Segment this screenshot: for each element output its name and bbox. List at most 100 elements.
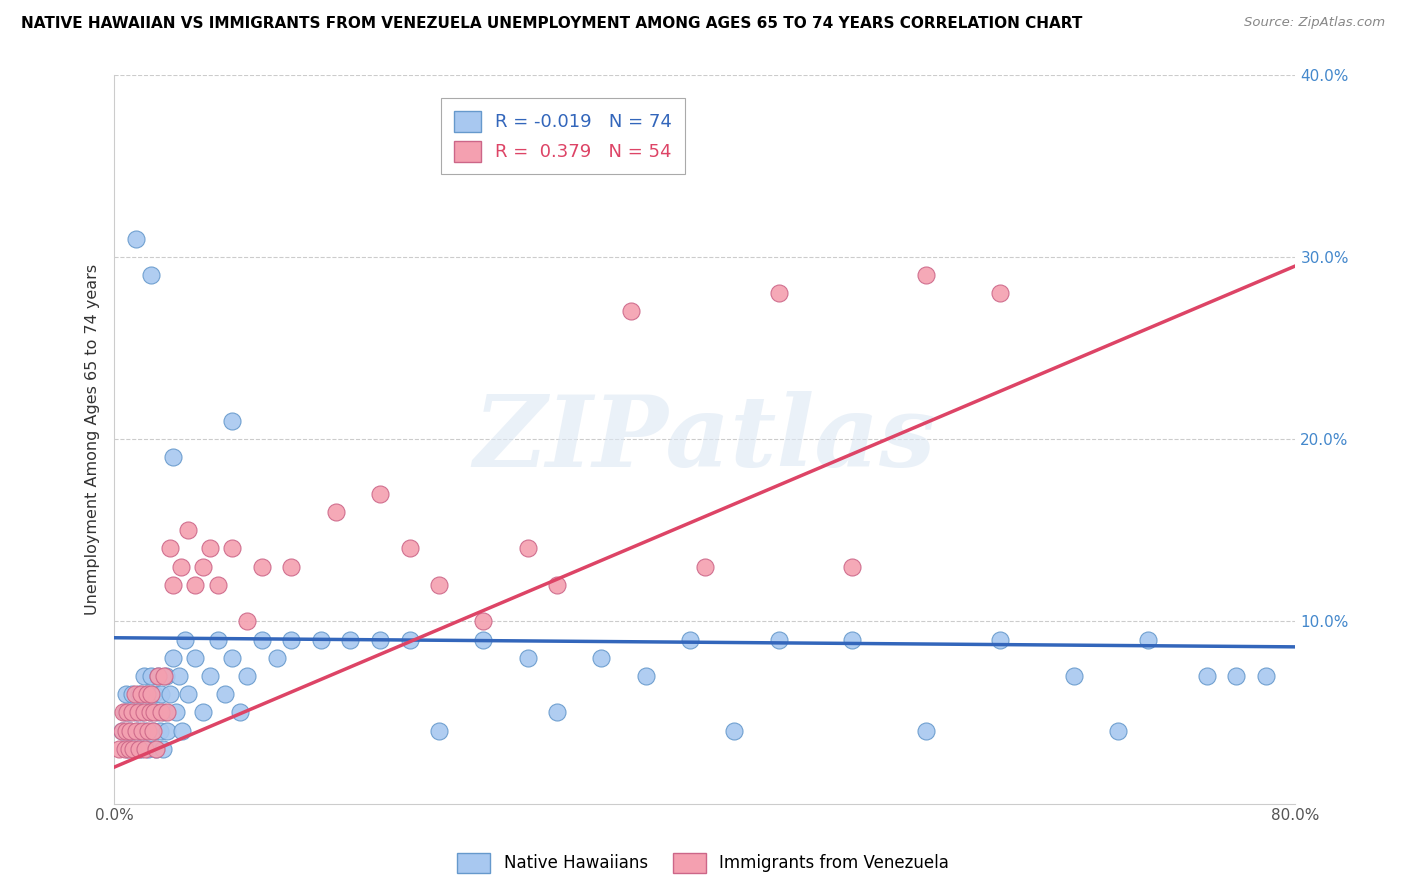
Point <box>841 632 863 647</box>
Point <box>149 723 172 738</box>
Point <box>221 650 243 665</box>
Point <box>472 632 495 647</box>
Point <box>146 706 169 720</box>
Point <box>136 742 159 756</box>
Point <box>129 687 152 701</box>
Point <box>122 742 145 756</box>
Point <box>165 706 187 720</box>
Legend: R = -0.019   N = 74, R =  0.379   N = 54: R = -0.019 N = 74, R = 0.379 N = 54 <box>441 98 685 174</box>
Point <box>398 632 420 647</box>
Point <box>368 632 391 647</box>
Point <box>174 632 197 647</box>
Point <box>162 650 184 665</box>
Point <box>150 687 173 701</box>
Point <box>1195 669 1218 683</box>
Point <box>156 723 179 738</box>
Legend: Native Hawaiians, Immigrants from Venezuela: Native Hawaiians, Immigrants from Venezu… <box>450 847 956 880</box>
Point <box>679 632 702 647</box>
Point <box>768 286 790 301</box>
Point <box>152 742 174 756</box>
Point <box>1225 669 1247 683</box>
Point <box>121 687 143 701</box>
Point <box>1136 632 1159 647</box>
Point <box>125 723 148 738</box>
Y-axis label: Unemployment Among Ages 65 to 74 years: Unemployment Among Ages 65 to 74 years <box>86 263 100 615</box>
Point <box>143 687 166 701</box>
Point <box>148 669 170 683</box>
Point <box>368 487 391 501</box>
Point <box>143 706 166 720</box>
Point <box>221 414 243 428</box>
Point <box>472 615 495 629</box>
Point <box>427 723 450 738</box>
Point <box>339 632 361 647</box>
Point <box>145 742 167 756</box>
Point <box>177 523 200 537</box>
Point <box>915 723 938 738</box>
Point <box>191 706 214 720</box>
Point <box>167 669 190 683</box>
Point <box>148 669 170 683</box>
Point <box>915 268 938 282</box>
Point <box>191 559 214 574</box>
Text: NATIVE HAWAIIAN VS IMMIGRANTS FROM VENEZUELA UNEMPLOYMENT AMONG AGES 65 TO 74 YE: NATIVE HAWAIIAN VS IMMIGRANTS FROM VENEZ… <box>21 16 1083 31</box>
Point <box>228 706 250 720</box>
Point <box>169 559 191 574</box>
Point <box>117 706 139 720</box>
Point <box>139 268 162 282</box>
Point <box>620 304 643 318</box>
Point <box>114 742 136 756</box>
Point <box>250 632 273 647</box>
Point <box>184 650 207 665</box>
Point <box>768 632 790 647</box>
Point <box>120 723 142 738</box>
Point <box>131 706 153 720</box>
Point <box>398 541 420 556</box>
Point <box>280 632 302 647</box>
Point <box>134 723 156 738</box>
Text: Source: ZipAtlas.com: Source: ZipAtlas.com <box>1244 16 1385 29</box>
Point <box>198 541 221 556</box>
Point <box>841 559 863 574</box>
Point <box>159 687 181 701</box>
Point <box>723 723 745 738</box>
Point <box>591 650 613 665</box>
Point <box>131 723 153 738</box>
Point <box>138 706 160 720</box>
Point <box>139 669 162 683</box>
Point <box>135 687 157 701</box>
Point <box>1063 669 1085 683</box>
Point <box>120 723 142 738</box>
Point <box>124 687 146 701</box>
Point <box>139 687 162 701</box>
Point <box>135 687 157 701</box>
Point <box>207 632 229 647</box>
Point <box>145 742 167 756</box>
Point <box>118 742 141 756</box>
Point <box>546 706 568 720</box>
Point <box>325 505 347 519</box>
Point <box>988 632 1011 647</box>
Point <box>122 742 145 756</box>
Point <box>142 723 165 738</box>
Text: ZIPatlas: ZIPatlas <box>474 391 936 487</box>
Point <box>110 723 132 738</box>
Point <box>128 742 150 756</box>
Point <box>516 650 538 665</box>
Point <box>112 706 135 720</box>
Point <box>127 706 149 720</box>
Point <box>266 650 288 665</box>
Point <box>136 723 159 738</box>
Point <box>117 742 139 756</box>
Point <box>162 578 184 592</box>
Point <box>516 541 538 556</box>
Point <box>309 632 332 647</box>
Point <box>250 559 273 574</box>
Point <box>159 541 181 556</box>
Point <box>162 450 184 465</box>
Point <box>153 706 176 720</box>
Point <box>546 578 568 592</box>
Point <box>1254 669 1277 683</box>
Point <box>114 706 136 720</box>
Point <box>634 669 657 683</box>
